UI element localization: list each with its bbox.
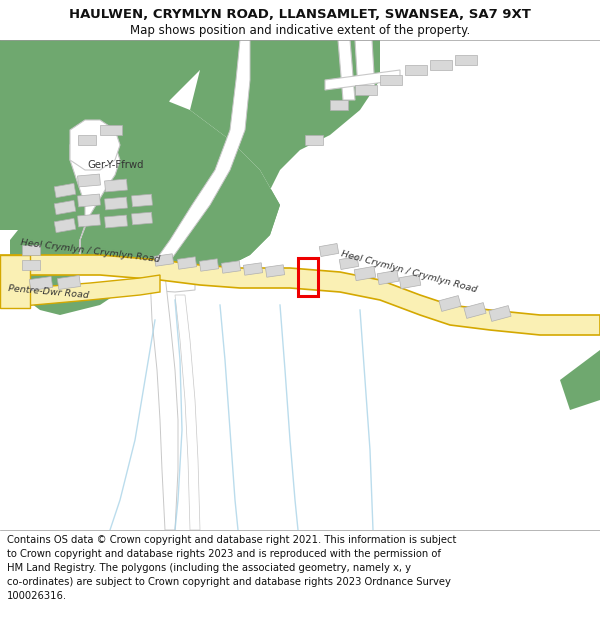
Polygon shape: [178, 257, 197, 269]
Text: 100026316.: 100026316.: [7, 591, 67, 601]
Polygon shape: [70, 130, 120, 270]
Bar: [380, 75, 402, 85]
Polygon shape: [0, 40, 200, 230]
Polygon shape: [70, 270, 195, 298]
Polygon shape: [319, 244, 339, 256]
Polygon shape: [439, 296, 461, 311]
Polygon shape: [221, 261, 241, 273]
Polygon shape: [77, 174, 100, 187]
Polygon shape: [29, 276, 53, 291]
Polygon shape: [0, 275, 160, 308]
Text: HM Land Registry. The polygons (including the associated geometry, namely x, y: HM Land Registry. The polygons (includin…: [7, 563, 411, 573]
Polygon shape: [0, 255, 30, 308]
Polygon shape: [131, 212, 152, 225]
Text: Ger-Y-Ffrwd: Ger-Y-Ffrwd: [87, 160, 143, 170]
Bar: [22, 260, 40, 270]
Polygon shape: [354, 266, 376, 281]
Polygon shape: [295, 40, 360, 110]
Polygon shape: [54, 183, 76, 198]
Polygon shape: [265, 265, 284, 278]
Polygon shape: [10, 90, 280, 315]
Polygon shape: [489, 306, 511, 321]
Bar: [100, 125, 122, 135]
Polygon shape: [464, 302, 486, 318]
Polygon shape: [244, 262, 263, 275]
Polygon shape: [175, 295, 200, 530]
Polygon shape: [58, 276, 80, 289]
Polygon shape: [54, 218, 76, 232]
Bar: [355, 85, 377, 95]
Bar: [78, 135, 96, 145]
Text: Map shows position and indicative extent of the property.: Map shows position and indicative extent…: [130, 24, 470, 37]
Polygon shape: [399, 274, 421, 289]
Bar: [298, 258, 318, 296]
Polygon shape: [131, 194, 152, 207]
Text: co-ordinates) are subject to Crown copyright and database rights 2023 Ordnance S: co-ordinates) are subject to Crown copyr…: [7, 577, 451, 587]
Bar: [455, 55, 477, 65]
Bar: [305, 135, 323, 145]
Polygon shape: [339, 256, 359, 269]
Polygon shape: [150, 40, 250, 268]
Polygon shape: [0, 255, 600, 335]
Polygon shape: [355, 40, 375, 90]
Polygon shape: [70, 120, 120, 170]
Text: to Crown copyright and database rights 2023 and is reproduced with the permissio: to Crown copyright and database rights 2…: [7, 549, 441, 559]
Text: Pentre-Dwr Road: Pentre-Dwr Road: [8, 284, 89, 300]
Text: Heol Crymlyn / Crymlyn Road: Heol Crymlyn / Crymlyn Road: [20, 238, 160, 264]
Text: Heol Crymlyn / Crymlyn Road: Heol Crymlyn / Crymlyn Road: [340, 249, 478, 294]
Polygon shape: [560, 350, 600, 410]
Text: Contains OS data © Crown copyright and database right 2021. This information is : Contains OS data © Crown copyright and d…: [7, 535, 457, 545]
Bar: [22, 245, 40, 255]
Polygon shape: [338, 40, 355, 100]
Bar: [430, 60, 452, 70]
Polygon shape: [77, 214, 100, 227]
Polygon shape: [154, 254, 173, 266]
Polygon shape: [325, 70, 400, 90]
Polygon shape: [190, 40, 380, 285]
Bar: [405, 65, 427, 75]
Polygon shape: [104, 179, 127, 192]
Polygon shape: [54, 201, 76, 214]
Polygon shape: [377, 271, 399, 284]
Text: HAULWEN, CRYMLYN ROAD, LLANSAMLET, SWANSEA, SA7 9XT: HAULWEN, CRYMLYN ROAD, LLANSAMLET, SWANS…: [69, 8, 531, 21]
Polygon shape: [77, 194, 100, 207]
Bar: [330, 100, 348, 110]
Polygon shape: [104, 215, 127, 228]
Polygon shape: [104, 197, 127, 210]
Polygon shape: [150, 275, 178, 530]
Polygon shape: [199, 259, 218, 271]
